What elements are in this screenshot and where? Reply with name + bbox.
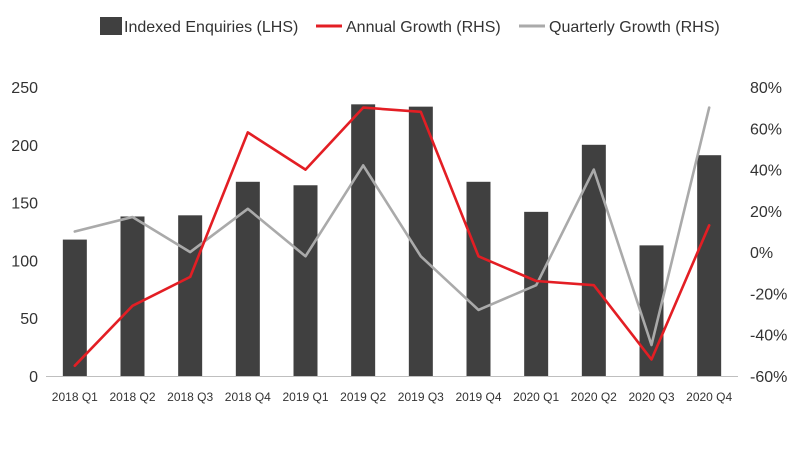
left-axis-tick-label: 200 [11,138,38,155]
left-y-axis: 0 50 100 150 200 250 [11,80,38,386]
enquiries-bar [293,185,318,376]
enquiries-bar [235,181,260,376]
x-axis-category-label: 2019 Q3 [398,390,444,404]
left-axis-tick-label: 0 [29,369,38,386]
x-axis: 2018 Q1 2018 Q2 2018 Q3 2018 Q4 2019 Q1 2019 … [52,390,733,404]
left-axis-tick-label: 100 [11,253,38,270]
right-axis-tick-label: -20% [750,286,787,303]
x-axis-category-label: 2018 Q2 [109,390,155,404]
annual-growth-line [73,106,711,368]
x-axis-category-label: 2019 Q2 [340,390,386,404]
enquiries-bar [466,181,491,376]
enquiries-bar [524,211,549,376]
x-axis-category-label: 2019 Q1 [282,390,328,404]
left-axis-tick-label: 150 [11,196,38,213]
x-axis-category-label: 2020 Q4 [686,390,732,404]
enquiries-bar [62,239,87,376]
legend-swatch-bar [100,17,122,35]
right-y-axis: -60% -40% -20% 0% 20% 40% 60% 80% [750,80,787,386]
right-axis-tick-label: 20% [750,204,782,221]
x-axis-category-label: 2018 Q4 [225,390,271,404]
x-axis-category-label: 2018 Q1 [52,390,98,404]
bar-series [62,104,722,376]
chart-legend: Indexed Enquiries (LHS) Annual Growth (RH… [100,17,720,36]
right-axis-tick-label: -40% [750,328,787,345]
legend-label: Annual Growth (RHS) [346,19,501,36]
right-axis-tick-label: 80% [750,80,782,97]
left-axis-tick-label: 250 [11,80,38,97]
left-axis-tick-label: 50 [20,311,38,328]
x-axis-category-label: 2020 Q2 [571,390,617,404]
right-axis-tick-label: 0% [750,245,773,262]
right-axis-tick-label: 40% [750,163,782,180]
enquiries-bar [697,155,722,376]
line-series [73,106,711,368]
legend-label: Indexed Enquiries (LHS) [124,19,298,36]
enquiries-bar [120,216,145,376]
x-axis-category-label: 2019 Q4 [455,390,501,404]
x-axis-category-label: 2020 Q3 [628,390,674,404]
enquiries-bar [351,104,376,376]
x-axis-category-label: 2020 Q1 [513,390,559,404]
right-axis-tick-label: -60% [750,369,787,386]
enquiries-bar [581,144,606,376]
quarterly-growth-line [73,106,711,347]
enquiries-bar [178,215,203,376]
x-axis-category-label: 2018 Q3 [167,390,213,404]
right-axis-tick-label: 60% [750,121,782,138]
legend-label: Quarterly Growth (RHS) [549,19,720,36]
